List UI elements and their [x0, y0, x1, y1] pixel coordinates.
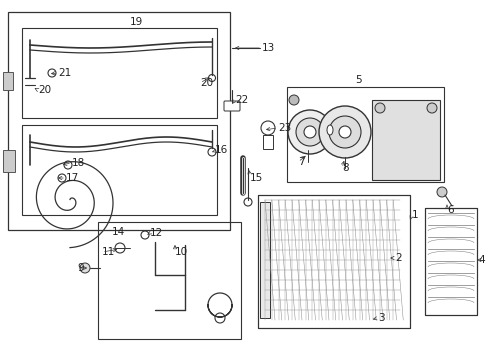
- Text: 3: 3: [377, 313, 384, 323]
- Text: 20: 20: [200, 78, 213, 88]
- Text: 13: 13: [262, 43, 275, 53]
- Text: 5: 5: [354, 75, 361, 85]
- Text: 8: 8: [341, 163, 348, 173]
- Text: 1: 1: [411, 210, 418, 220]
- Text: 12: 12: [150, 228, 163, 238]
- Circle shape: [318, 106, 370, 158]
- Bar: [22, 125, 217, 215]
- Text: 4: 4: [477, 255, 484, 265]
- Text: 7: 7: [297, 157, 304, 167]
- Bar: [260, 202, 269, 318]
- FancyBboxPatch shape: [224, 101, 240, 111]
- Text: 22: 22: [235, 95, 248, 105]
- Bar: [371, 100, 439, 180]
- Text: 20: 20: [38, 85, 51, 95]
- Bar: [8, 12, 229, 230]
- Text: 23: 23: [278, 123, 291, 133]
- Bar: [98, 222, 241, 339]
- Text: 11: 11: [102, 247, 115, 257]
- Circle shape: [80, 263, 90, 273]
- Text: 9: 9: [77, 263, 83, 273]
- Circle shape: [328, 116, 360, 148]
- Text: 15: 15: [249, 173, 263, 183]
- Circle shape: [436, 187, 446, 197]
- Bar: [258, 195, 409, 328]
- Text: 18: 18: [72, 158, 85, 168]
- Bar: [424, 208, 476, 315]
- Circle shape: [295, 118, 324, 146]
- Bar: [258, 195, 409, 328]
- Text: 6: 6: [446, 205, 453, 215]
- Circle shape: [374, 103, 384, 113]
- Text: 19: 19: [130, 17, 143, 27]
- Text: 14: 14: [112, 227, 125, 237]
- Circle shape: [287, 110, 331, 154]
- Bar: [3, 72, 13, 90]
- Bar: [263, 135, 272, 149]
- Text: 17: 17: [66, 173, 79, 183]
- Text: 2: 2: [394, 253, 401, 263]
- Circle shape: [338, 126, 350, 138]
- Text: 16: 16: [215, 145, 228, 155]
- Bar: [424, 208, 476, 315]
- Bar: [3, 150, 15, 172]
- Bar: [286, 87, 443, 182]
- Circle shape: [426, 103, 436, 113]
- Text: 21: 21: [58, 68, 71, 78]
- Circle shape: [304, 126, 315, 138]
- Bar: [22, 28, 217, 118]
- Text: 10: 10: [175, 247, 188, 257]
- Circle shape: [288, 95, 298, 105]
- Ellipse shape: [326, 125, 332, 135]
